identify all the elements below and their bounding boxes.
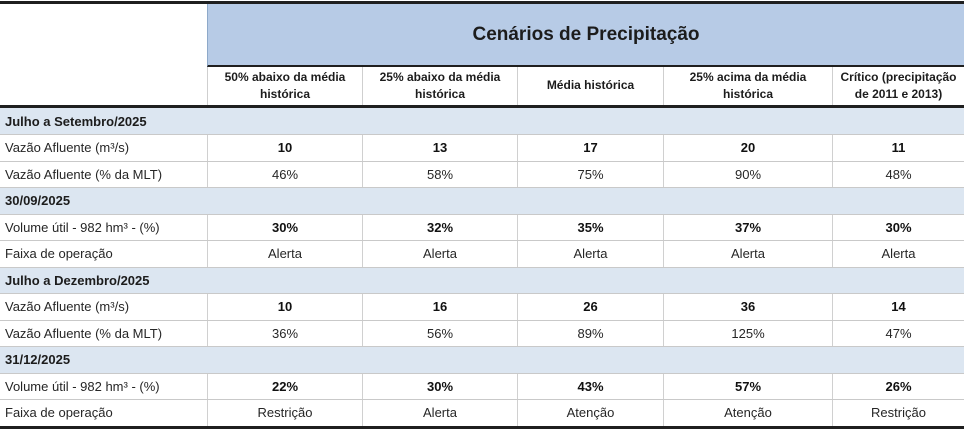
section-row: 31/12/2025 <box>0 346 964 373</box>
cell-value: Alerta <box>362 400 517 426</box>
cell-value: 36 <box>663 294 832 320</box>
cell-value: Atenção <box>663 400 832 426</box>
column-header: Média histórica <box>517 67 663 105</box>
column-header: 25% abaixo da média histórica <box>362 67 517 105</box>
header-label-spacer <box>0 67 207 105</box>
cell-value: Alerta <box>517 241 663 267</box>
cell-value: 89% <box>517 320 663 346</box>
cell-value: Alerta <box>362 241 517 267</box>
cell-value: 13 <box>362 135 517 161</box>
cell-value: 56% <box>362 320 517 346</box>
data-row: Faixa de operação Alerta Alerta Alerta Alert… <box>0 240 964 267</box>
cell-value: 22% <box>207 373 362 399</box>
cell-value: 26 <box>517 294 663 320</box>
section-row: Julho a Setembro/2025 <box>0 108 964 134</box>
column-header-row: 50% abaixo da média histórica 25% abaixo … <box>0 67 964 105</box>
row-label: Vazão Afluente (m³/s) <box>5 299 130 315</box>
cell-value: 17 <box>517 135 663 161</box>
section-label: Julho a Setembro/2025 <box>5 113 147 129</box>
data-row: Vazão Afluente (m³/s) 10 13 17 20 11 <box>0 134 964 161</box>
header-bottom-border <box>0 105 964 108</box>
cell-value: 26% <box>832 373 964 399</box>
row-label: Vazão Afluente (m³/s) <box>5 140 130 156</box>
cell-value: 90% <box>663 161 832 187</box>
table-body: Julho a Setembro/2025 Vazão Afluente (m³/… <box>0 108 964 426</box>
row-label: Volume útil - 982 hm³ - (%) <box>5 378 160 394</box>
row-label: Vazão Afluente (% da MLT) <box>5 325 163 341</box>
cell-value: Restrição <box>832 400 964 426</box>
cell-value: 14 <box>832 294 964 320</box>
cell-value: 48% <box>832 161 964 187</box>
data-row: Vazão Afluente (% da MLT) 46% 58% 75% 90% 48% <box>0 160 964 187</box>
cell-value: 35% <box>517 214 663 240</box>
cell-value: 46% <box>207 161 362 187</box>
table-top-border <box>0 1 964 4</box>
cell-value: Restrição <box>207 400 362 426</box>
section-label: Julho a Dezembro/2025 <box>5 272 150 288</box>
cell-value: 30% <box>362 373 517 399</box>
cell-value: 37% <box>663 214 832 240</box>
title-row: Cenários de Precipitação <box>0 4 964 67</box>
row-label: Volume útil - 982 hm³ - (%) <box>5 219 160 235</box>
section-row: 30/09/2025 <box>0 187 964 214</box>
cell-value: 125% <box>663 320 832 346</box>
cell-value: 10 <box>207 135 362 161</box>
section-label: 31/12/2025 <box>5 352 71 368</box>
data-row: Volume útil - 982 hm³ - (%) 22% 30% 43% 57% 2… <box>0 372 964 399</box>
cell-value: 30% <box>207 214 362 240</box>
cell-value: 30% <box>832 214 964 240</box>
cell-value: 57% <box>663 373 832 399</box>
table-title: Cenários de Precipitação <box>207 4 964 67</box>
section-row: Julho a Dezembro/2025 <box>0 266 964 293</box>
cell-value: 16 <box>362 294 517 320</box>
cell-value: 11 <box>832 135 964 161</box>
corner-cell <box>0 4 207 67</box>
cell-value: 36% <box>207 320 362 346</box>
data-row: Faixa de operação Restrição Alerta Atenção A… <box>0 399 964 426</box>
cell-value: 75% <box>517 161 663 187</box>
row-label: Vazão Afluente (% da MLT) <box>5 166 163 182</box>
table-bottom-border <box>0 425 964 429</box>
row-label: Faixa de operação <box>5 405 113 421</box>
data-row: Vazão Afluente (% da MLT) 36% 56% 89% 125% 47… <box>0 319 964 346</box>
cell-value: Alerta <box>663 241 832 267</box>
cell-value: 47% <box>832 320 964 346</box>
cell-value: Atenção <box>517 400 663 426</box>
cell-value: Alerta <box>207 241 362 267</box>
column-header: 50% abaixo da média histórica <box>207 67 362 105</box>
cell-value: 43% <box>517 373 663 399</box>
cell-value: 10 <box>207 294 362 320</box>
row-label: Faixa de operação <box>5 246 113 262</box>
column-header: Crítico (precipitação de 2011 e 2013) <box>832 67 964 105</box>
cell-value: 58% <box>362 161 517 187</box>
section-label: 30/09/2025 <box>5 193 71 209</box>
column-header: 25% acima da média histórica <box>663 67 832 105</box>
top-gap <box>0 0 964 1</box>
data-row: Vazão Afluente (m³/s) 10 16 26 36 14 <box>0 293 964 320</box>
cell-value: Alerta <box>832 241 964 267</box>
cell-value: 20 <box>663 135 832 161</box>
cell-value: 32% <box>362 214 517 240</box>
data-row: Volume útil - 982 hm³ - (%) 30% 32% 35% 37% 3… <box>0 213 964 240</box>
